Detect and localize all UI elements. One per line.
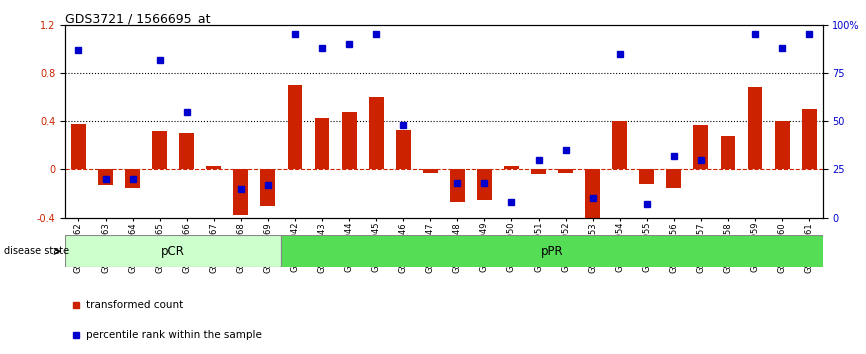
Bar xyxy=(559,170,573,173)
Text: transformed count: transformed count xyxy=(87,299,184,310)
Bar xyxy=(234,170,249,215)
Bar xyxy=(612,121,627,170)
Bar xyxy=(721,136,735,170)
Text: GDS3721 / 1566695_at: GDS3721 / 1566695_at xyxy=(65,12,210,25)
Bar xyxy=(667,170,682,188)
Bar xyxy=(206,166,221,170)
Bar xyxy=(126,170,140,188)
Bar xyxy=(802,109,817,170)
Bar xyxy=(261,170,275,206)
Bar xyxy=(775,121,790,170)
Bar xyxy=(152,131,167,170)
Text: percentile rank within the sample: percentile rank within the sample xyxy=(87,330,262,339)
Text: disease state: disease state xyxy=(4,246,69,256)
Bar xyxy=(396,130,410,170)
Bar xyxy=(281,235,823,267)
Bar xyxy=(98,170,113,185)
Bar xyxy=(747,87,762,170)
Bar xyxy=(450,170,465,202)
Bar xyxy=(288,85,302,170)
Bar xyxy=(531,170,546,174)
Bar xyxy=(314,118,329,170)
Bar xyxy=(694,125,708,170)
Bar xyxy=(369,97,384,170)
Bar xyxy=(585,170,600,236)
Bar xyxy=(342,112,357,170)
Bar xyxy=(504,166,519,170)
Bar xyxy=(477,170,492,200)
Bar xyxy=(71,124,86,170)
Bar xyxy=(639,170,654,184)
Bar xyxy=(179,133,194,170)
Bar xyxy=(65,235,281,267)
Text: pPR: pPR xyxy=(540,245,564,258)
Bar xyxy=(423,170,437,173)
Text: pCR: pCR xyxy=(161,245,185,258)
